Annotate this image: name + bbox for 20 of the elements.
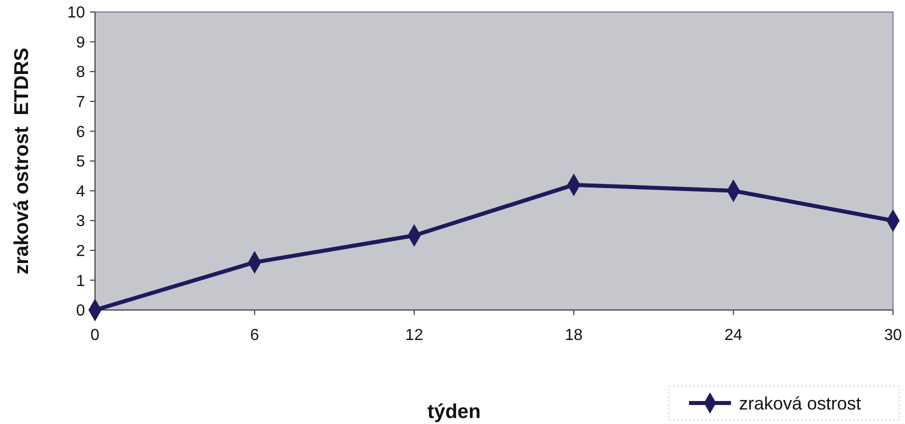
y-tick-label: 10 <box>67 4 86 22</box>
y-tick-label: 9 <box>76 34 86 52</box>
legend-label: zraková ostrost <box>739 393 862 414</box>
x-tick-label: 30 <box>884 327 902 344</box>
y-tick-label: 4 <box>76 183 86 200</box>
y-tick-label: 3 <box>76 213 86 230</box>
y-tick-label: 0 <box>76 302 86 320</box>
x-axis-title: týden <box>427 401 481 423</box>
x-tick-label: 0 <box>90 327 100 344</box>
y-tick-label: 1 <box>76 272 86 290</box>
y-tick-label: 2 <box>76 243 86 260</box>
y-tick-label: 8 <box>76 64 86 82</box>
y-tick-label: 6 <box>76 124 86 141</box>
x-tick-label: 18 <box>564 327 583 344</box>
x-tick-label: 12 <box>405 327 424 344</box>
y-tick-label: 7 <box>76 94 86 111</box>
x-tick-label: 24 <box>724 327 742 344</box>
y-tick-label: 5 <box>76 154 86 171</box>
x-tick-label: 6 <box>250 327 260 344</box>
y-axis-title: zraková ostrost ETDRS <box>11 48 33 274</box>
